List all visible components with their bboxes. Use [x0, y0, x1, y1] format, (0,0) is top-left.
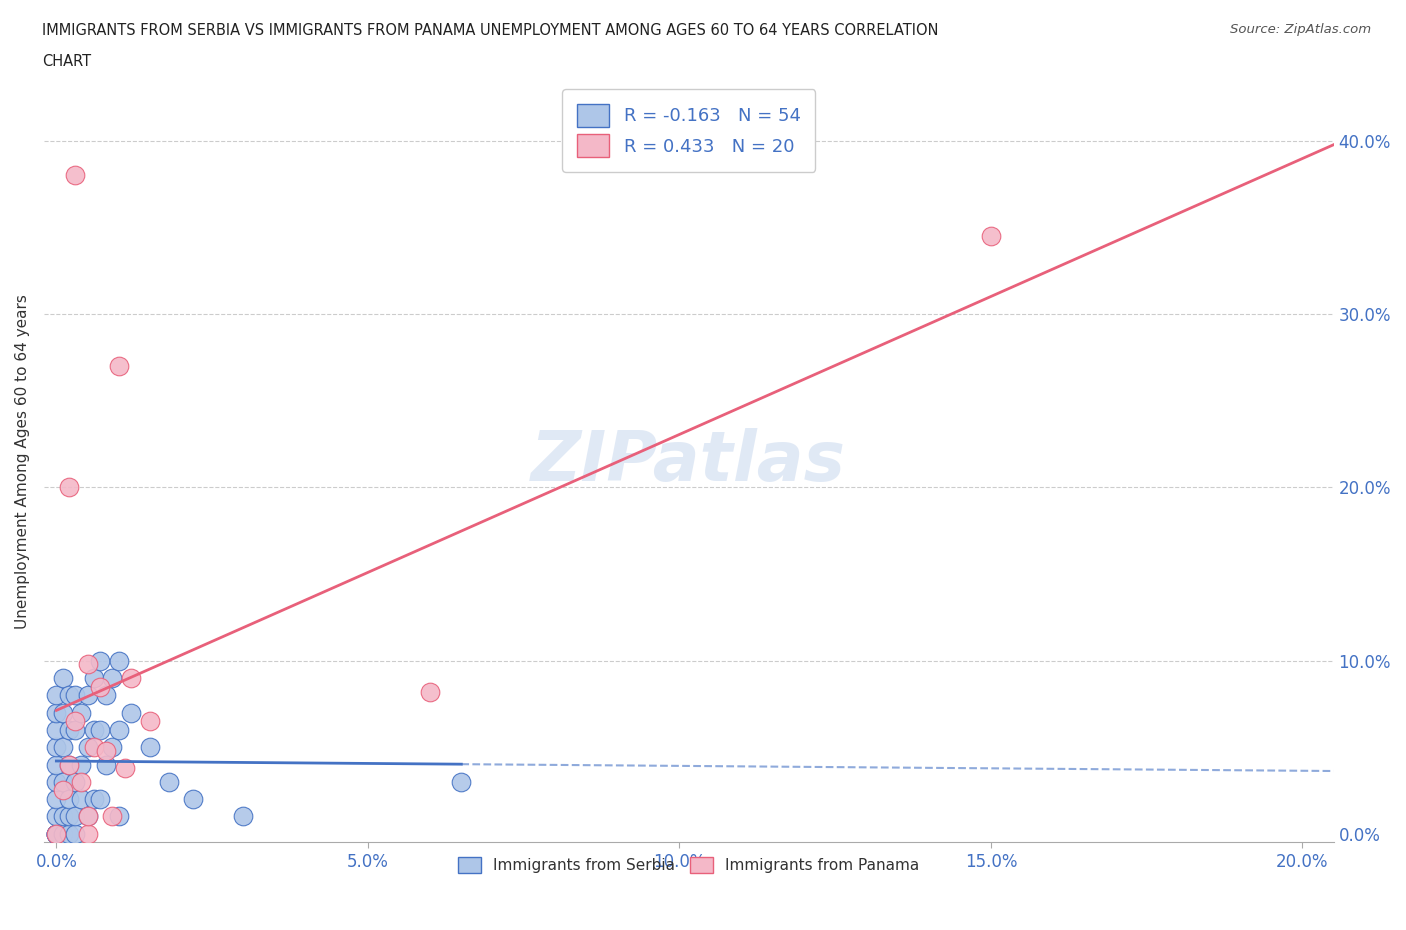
- Point: [101, 809, 124, 824]
- Point: [52, 775, 75, 790]
- Point: [63, 723, 86, 737]
- Point: [183, 791, 205, 806]
- Point: [52, 671, 75, 685]
- Point: [63, 809, 86, 824]
- Point: [96, 743, 118, 758]
- Point: [157, 775, 180, 790]
- Point: [45, 827, 67, 842]
- Point: [83, 791, 105, 806]
- Point: [58, 791, 80, 806]
- Point: [63, 713, 86, 728]
- Point: [63, 688, 86, 703]
- Point: [52, 705, 75, 720]
- Point: [45, 827, 67, 842]
- Point: [76, 688, 98, 703]
- Point: [107, 359, 129, 374]
- Point: [107, 809, 129, 824]
- Point: [419, 684, 441, 699]
- Point: [120, 705, 142, 720]
- Point: [52, 783, 75, 798]
- Point: [89, 679, 111, 694]
- Point: [76, 809, 98, 824]
- Point: [45, 827, 67, 842]
- Point: [76, 657, 98, 671]
- Point: [58, 723, 80, 737]
- Point: [58, 480, 80, 495]
- Point: [70, 791, 93, 806]
- Point: [980, 229, 1002, 244]
- Point: [70, 775, 93, 790]
- Point: [107, 653, 129, 668]
- Point: [45, 809, 67, 824]
- Point: [58, 757, 80, 772]
- Y-axis label: Unemployment Among Ages 60 to 64 years: Unemployment Among Ages 60 to 64 years: [15, 294, 30, 629]
- Point: [96, 688, 118, 703]
- Point: [450, 775, 472, 790]
- Point: [52, 827, 75, 842]
- Point: [70, 705, 93, 720]
- Point: [45, 827, 67, 842]
- Point: [63, 827, 86, 842]
- Text: Source: ZipAtlas.com: Source: ZipAtlas.com: [1230, 23, 1371, 36]
- Text: CHART: CHART: [42, 54, 91, 69]
- Point: [70, 757, 93, 772]
- Point: [83, 671, 105, 685]
- Point: [45, 791, 67, 806]
- Point: [139, 713, 162, 728]
- Point: [45, 723, 67, 737]
- Point: [232, 809, 254, 824]
- Point: [120, 671, 142, 685]
- Point: [45, 775, 67, 790]
- Point: [139, 739, 162, 754]
- Point: [45, 827, 67, 842]
- Point: [107, 723, 129, 737]
- Point: [101, 671, 124, 685]
- Point: [89, 723, 111, 737]
- Point: [83, 739, 105, 754]
- Text: IMMIGRANTS FROM SERBIA VS IMMIGRANTS FROM PANAMA UNEMPLOYMENT AMONG AGES 60 TO 6: IMMIGRANTS FROM SERBIA VS IMMIGRANTS FRO…: [42, 23, 939, 38]
- Point: [58, 757, 80, 772]
- Point: [52, 809, 75, 824]
- Point: [89, 653, 111, 668]
- Point: [45, 705, 67, 720]
- Point: [76, 827, 98, 842]
- Legend: Immigrants from Serbia, Immigrants from Panama: Immigrants from Serbia, Immigrants from …: [450, 849, 928, 881]
- Point: [76, 739, 98, 754]
- Point: [45, 757, 67, 772]
- Point: [58, 809, 80, 824]
- Point: [45, 688, 67, 703]
- Point: [63, 168, 86, 183]
- Point: [76, 809, 98, 824]
- Point: [83, 723, 105, 737]
- Point: [96, 757, 118, 772]
- Point: [45, 739, 67, 754]
- Point: [101, 739, 124, 754]
- Text: ZIPatlas: ZIPatlas: [531, 428, 846, 495]
- Point: [114, 761, 136, 776]
- Point: [89, 791, 111, 806]
- Point: [58, 688, 80, 703]
- Point: [58, 827, 80, 842]
- Point: [63, 775, 86, 790]
- Point: [52, 739, 75, 754]
